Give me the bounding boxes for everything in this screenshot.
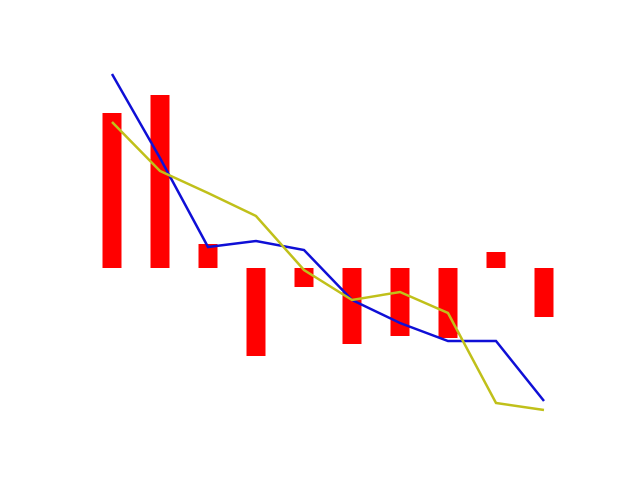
bar	[390, 268, 410, 336]
line	[111, 121, 545, 412]
bar	[534, 268, 554, 317]
bar	[246, 268, 266, 356]
bar	[102, 113, 122, 268]
bar	[342, 268, 362, 344]
bar	[486, 252, 506, 268]
line	[110, 73, 545, 402]
bar	[198, 244, 218, 268]
bar	[150, 95, 170, 268]
